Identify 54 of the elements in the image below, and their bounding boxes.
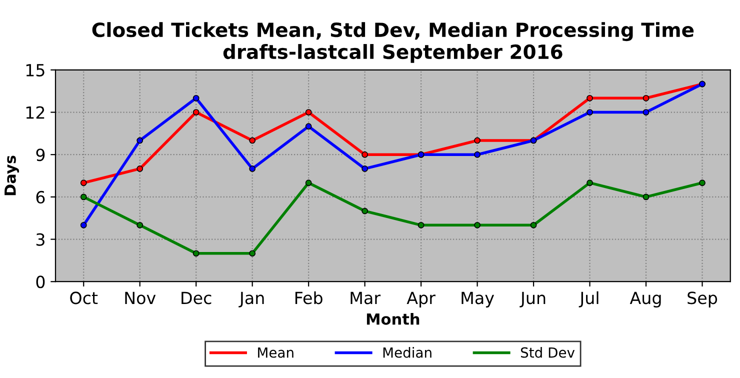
point bbox=[362, 151, 368, 158]
x-tick-label: Sep bbox=[688, 292, 718, 308]
point bbox=[249, 166, 256, 172]
x-tick-label: Dec bbox=[182, 292, 212, 304]
point bbox=[530, 222, 537, 228]
point bbox=[192, 250, 200, 257]
y-tick-label: 6 bbox=[36, 190, 45, 204]
x-tick-label: Aug bbox=[630, 292, 661, 308]
y-tick-label: 12 bbox=[26, 106, 44, 119]
y-tick-label: 9 bbox=[36, 148, 45, 162]
legend-label: Median bbox=[383, 347, 432, 358]
point bbox=[586, 109, 593, 116]
point bbox=[305, 109, 312, 116]
point bbox=[136, 166, 144, 172]
point bbox=[249, 137, 256, 144]
point bbox=[642, 194, 650, 200]
point bbox=[474, 222, 480, 228]
point bbox=[642, 94, 650, 102]
y-tick-label: 3 bbox=[36, 233, 44, 246]
point bbox=[474, 137, 480, 144]
point bbox=[249, 250, 256, 257]
chart-title: Closed Tickets Mean, Std Dev, Median Processing Time drafts-lastcall September 2016 bbox=[92, 22, 694, 63]
point bbox=[80, 180, 87, 186]
point bbox=[418, 222, 424, 228]
point bbox=[80, 222, 87, 228]
point bbox=[305, 123, 312, 130]
point bbox=[305, 180, 312, 186]
legend-label: Mean bbox=[258, 347, 294, 358]
point bbox=[136, 137, 144, 144]
point bbox=[192, 109, 200, 116]
x-axis-title: Month bbox=[366, 313, 420, 325]
x-tick-label: Feb bbox=[295, 291, 322, 304]
point bbox=[80, 194, 87, 200]
point bbox=[586, 180, 593, 186]
x-tick-label: Jun bbox=[520, 292, 546, 308]
point bbox=[362, 208, 368, 214]
y-axis-title: Days bbox=[4, 156, 20, 196]
x-tick-label: Nov bbox=[125, 292, 156, 304]
x-tick-label: Oct bbox=[70, 292, 98, 304]
y-tick-label: 0 bbox=[36, 276, 45, 288]
legend-label: Std Dev bbox=[520, 347, 575, 358]
point bbox=[474, 151, 480, 158]
point bbox=[192, 94, 200, 102]
x-tick-label: Jul bbox=[578, 291, 598, 308]
point bbox=[362, 166, 368, 172]
y-tick-label: 15 bbox=[26, 64, 44, 76]
x-tick-label: Jan bbox=[238, 292, 264, 308]
point bbox=[586, 94, 593, 102]
point bbox=[699, 180, 706, 186]
point bbox=[136, 222, 144, 228]
point bbox=[642, 109, 650, 116]
x-tick-label: Mar bbox=[350, 292, 381, 304]
x-tick-label: Apr bbox=[406, 292, 436, 308]
x-tick-label: May bbox=[462, 292, 494, 308]
